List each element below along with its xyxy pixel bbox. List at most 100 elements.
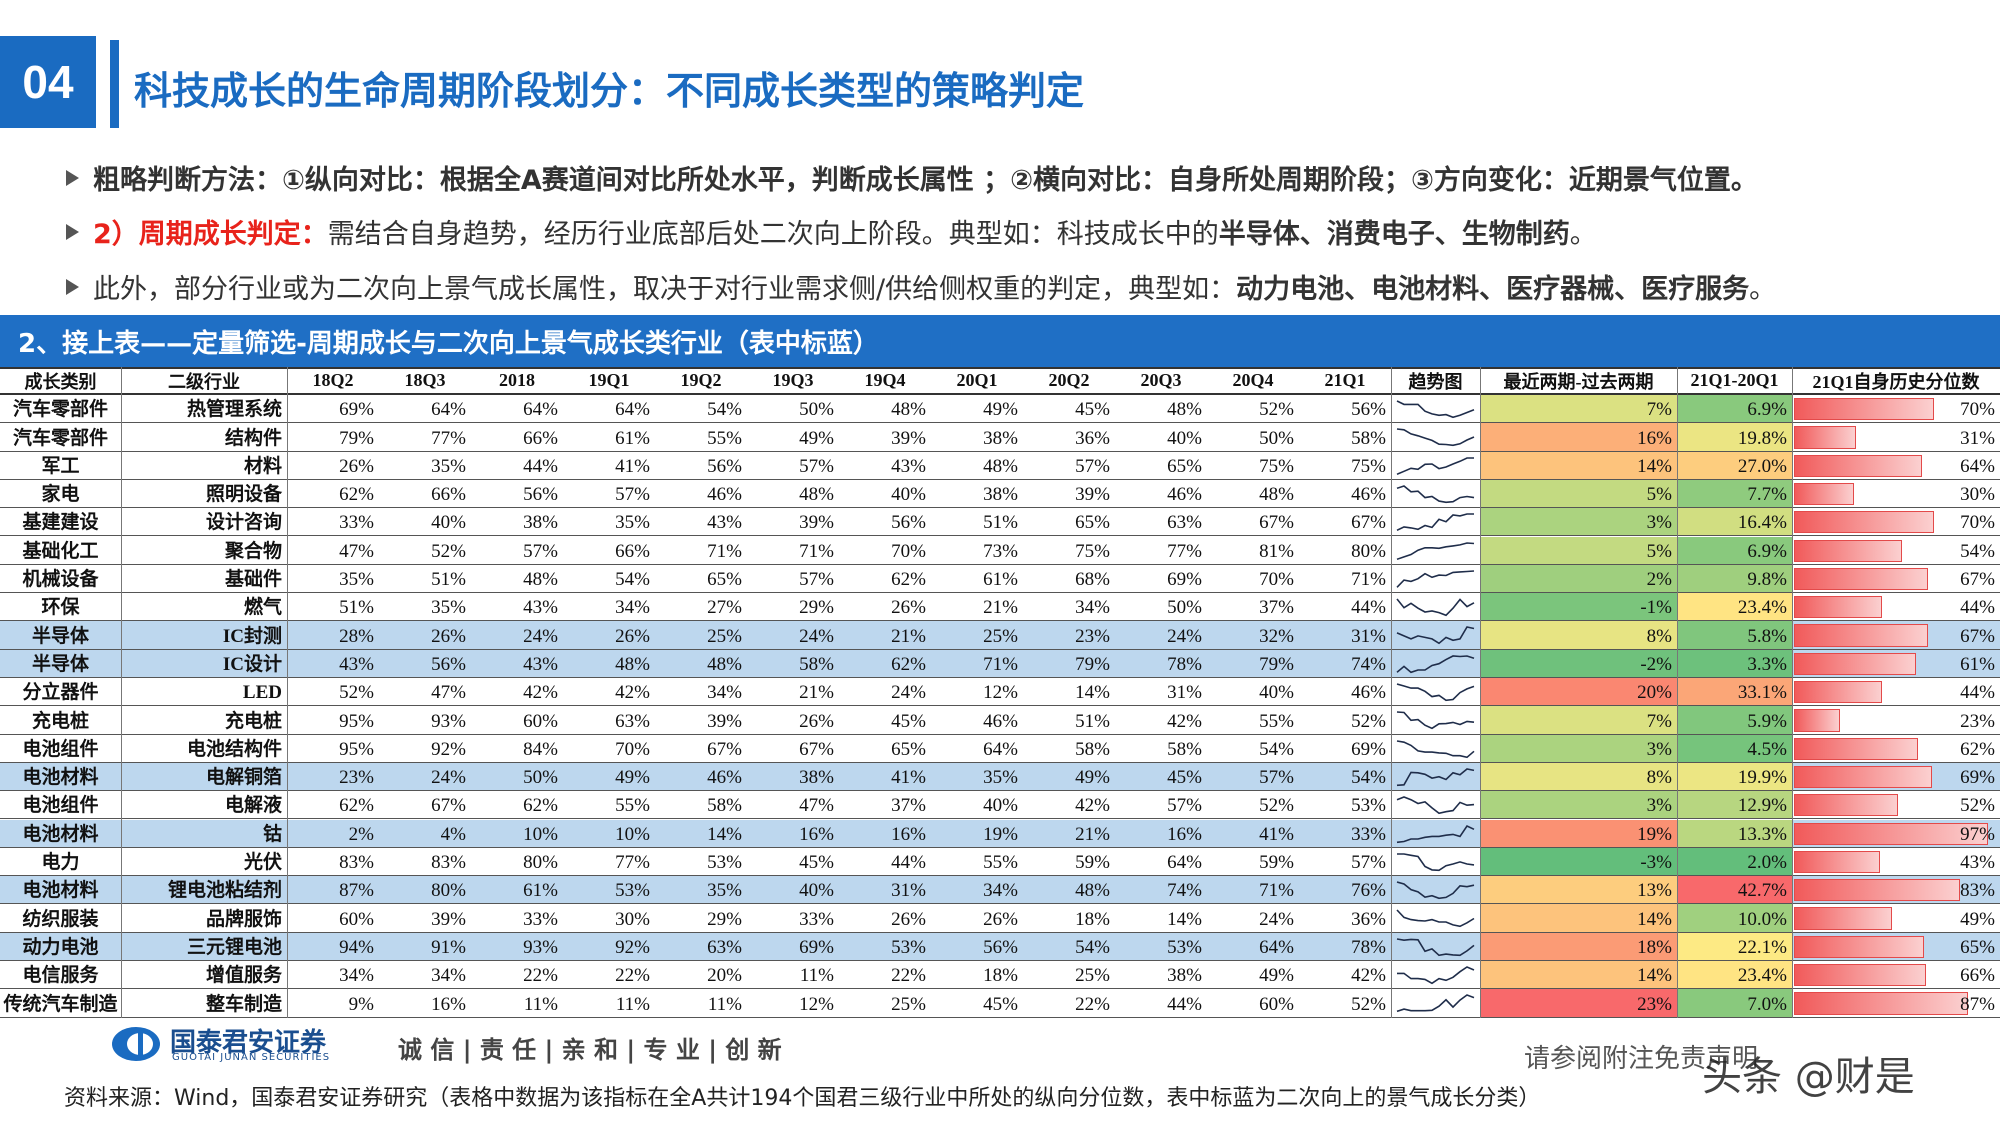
value-cell: 43% bbox=[891, 455, 926, 477]
value-cell: 50% bbox=[799, 399, 834, 421]
value-cell: 91% bbox=[431, 936, 466, 958]
cell-text: 33.1% bbox=[1737, 682, 1787, 704]
table-row: 电力 光伏 83% 83% 80% 77% 53% 45% 44% 55% 59% 64% 59% 57%… bbox=[0, 847, 2000, 877]
value-cell: 24% bbox=[431, 767, 466, 789]
value-cell: 57% bbox=[615, 484, 650, 506]
trend-line bbox=[1396, 768, 1475, 786]
value-cell: 39% bbox=[707, 710, 742, 732]
value-cell: 46% bbox=[707, 767, 742, 789]
cell-text: 3% bbox=[1646, 738, 1672, 760]
value-cell: 26% bbox=[891, 597, 926, 619]
heat-cell bbox=[1677, 904, 1792, 932]
heat-cell bbox=[1677, 678, 1792, 706]
value-cell: 55% bbox=[1259, 710, 1294, 732]
category-cell: 军工 bbox=[41, 455, 80, 477]
value-cell: 38% bbox=[799, 767, 834, 789]
value-cell: 39% bbox=[1075, 484, 1110, 506]
value-cell: 26% bbox=[983, 908, 1018, 930]
value-cell: 45% bbox=[799, 852, 834, 874]
sparkline bbox=[1396, 881, 1475, 900]
sparkline bbox=[1396, 768, 1475, 786]
value-cell: 50% bbox=[523, 767, 558, 789]
table-row: 家电 照明设备 62% 66% 56% 57% 46% 48% 40% 38% 39% 46% 48% 4… bbox=[0, 479, 2000, 509]
value-cell: 48% bbox=[799, 484, 834, 506]
value-cell: 58% bbox=[1351, 427, 1386, 449]
value-cell: 94% bbox=[339, 936, 374, 958]
trend-line bbox=[1396, 513, 1474, 532]
value-cell: 12% bbox=[983, 682, 1018, 704]
value-cell: 10% bbox=[615, 823, 650, 845]
value-cell: 18% bbox=[1075, 908, 1110, 930]
value-cell: 26% bbox=[615, 625, 650, 647]
column-header: 19Q1 bbox=[588, 370, 630, 390]
sparkline bbox=[1396, 484, 1475, 503]
trend-line bbox=[1396, 569, 1475, 588]
value-cell: 54% bbox=[1351, 767, 1386, 789]
cell-text: 3% bbox=[1646, 512, 1672, 534]
value-cell: 68% bbox=[1075, 569, 1110, 591]
heat-cell bbox=[1677, 479, 1792, 508]
cell-text: 23% bbox=[1960, 710, 1995, 732]
value-cell: 63% bbox=[615, 710, 650, 732]
value-cell: 63% bbox=[707, 936, 742, 958]
trend-line bbox=[1396, 909, 1475, 928]
value-cell: 64% bbox=[1167, 852, 1202, 874]
value-cell: 48% bbox=[1075, 880, 1110, 902]
heat-cell bbox=[1677, 621, 1792, 649]
value-cell: 23% bbox=[1075, 625, 1110, 647]
heat-cell bbox=[1480, 479, 1677, 508]
data-bar bbox=[1794, 567, 1928, 591]
column-header: 21Q1自身历史分位数 bbox=[1812, 371, 1980, 392]
value-cell: 60% bbox=[523, 710, 558, 732]
category-cell: 家电 bbox=[41, 484, 80, 506]
value-cell: 49% bbox=[983, 399, 1018, 421]
value-cell: 35% bbox=[707, 880, 742, 902]
value-cell: 21% bbox=[799, 682, 834, 704]
heat-cell bbox=[1480, 678, 1677, 706]
cell-text: 20% bbox=[1637, 682, 1672, 704]
value-cell: 25% bbox=[707, 625, 742, 647]
trend-line bbox=[1396, 400, 1475, 419]
trend-line bbox=[1396, 541, 1475, 560]
category-cell: 热管理系统 bbox=[186, 399, 282, 421]
heat-cell bbox=[1480, 395, 1677, 423]
heat-cell bbox=[1480, 621, 1677, 649]
cell-text: 42.7% bbox=[1737, 880, 1787, 902]
value-cell: 36% bbox=[1075, 427, 1110, 449]
value-cell: 41% bbox=[891, 767, 926, 789]
cell-text: 18% bbox=[1637, 936, 1672, 958]
value-cell: 56% bbox=[891, 512, 926, 534]
value-cell: 53% bbox=[615, 880, 650, 902]
bullet-arrow bbox=[66, 278, 79, 295]
column-header: 2018 bbox=[499, 370, 535, 390]
value-cell: 92% bbox=[431, 738, 466, 760]
column-header: 趋势图 bbox=[1408, 371, 1463, 392]
trend-line bbox=[1396, 626, 1475, 645]
value-cell: 95% bbox=[339, 738, 374, 760]
value-cell: 38% bbox=[523, 512, 558, 534]
value-cell: 21% bbox=[891, 625, 926, 647]
value-cell: 24% bbox=[891, 682, 926, 704]
trend-line bbox=[1396, 796, 1475, 815]
value-cell: 34% bbox=[339, 965, 374, 987]
cell-text: 14% bbox=[1637, 965, 1672, 987]
trend-line bbox=[1396, 484, 1475, 503]
value-cell: 54% bbox=[615, 569, 650, 591]
value-cell: 35% bbox=[983, 767, 1018, 789]
value-cell: 80% bbox=[523, 852, 558, 874]
value-cell: 30% bbox=[615, 908, 650, 930]
heat-cell bbox=[1480, 564, 1677, 593]
data-bar bbox=[1794, 765, 1932, 789]
column-header: 20Q2 bbox=[1048, 370, 1090, 390]
value-cell: 48% bbox=[1167, 399, 1202, 421]
page-title: 科技成长的生命周期阶段划分：不同成长类型的策略判定 bbox=[134, 69, 1085, 113]
table-row: 电池材料 钴 2% 4% 10% 10% 14% 16% 16% 19% 21% 16% 41% 33% 1… bbox=[0, 819, 2000, 848]
sparkline bbox=[1396, 796, 1475, 815]
value-cell: 43% bbox=[339, 653, 374, 675]
value-cell: 22% bbox=[891, 965, 926, 987]
cell-text: 87% bbox=[1960, 993, 1995, 1015]
value-cell: 61% bbox=[983, 569, 1018, 591]
value-cell: 19% bbox=[983, 823, 1018, 845]
value-cell: 49% bbox=[799, 427, 834, 449]
value-cell: 40% bbox=[431, 512, 466, 534]
